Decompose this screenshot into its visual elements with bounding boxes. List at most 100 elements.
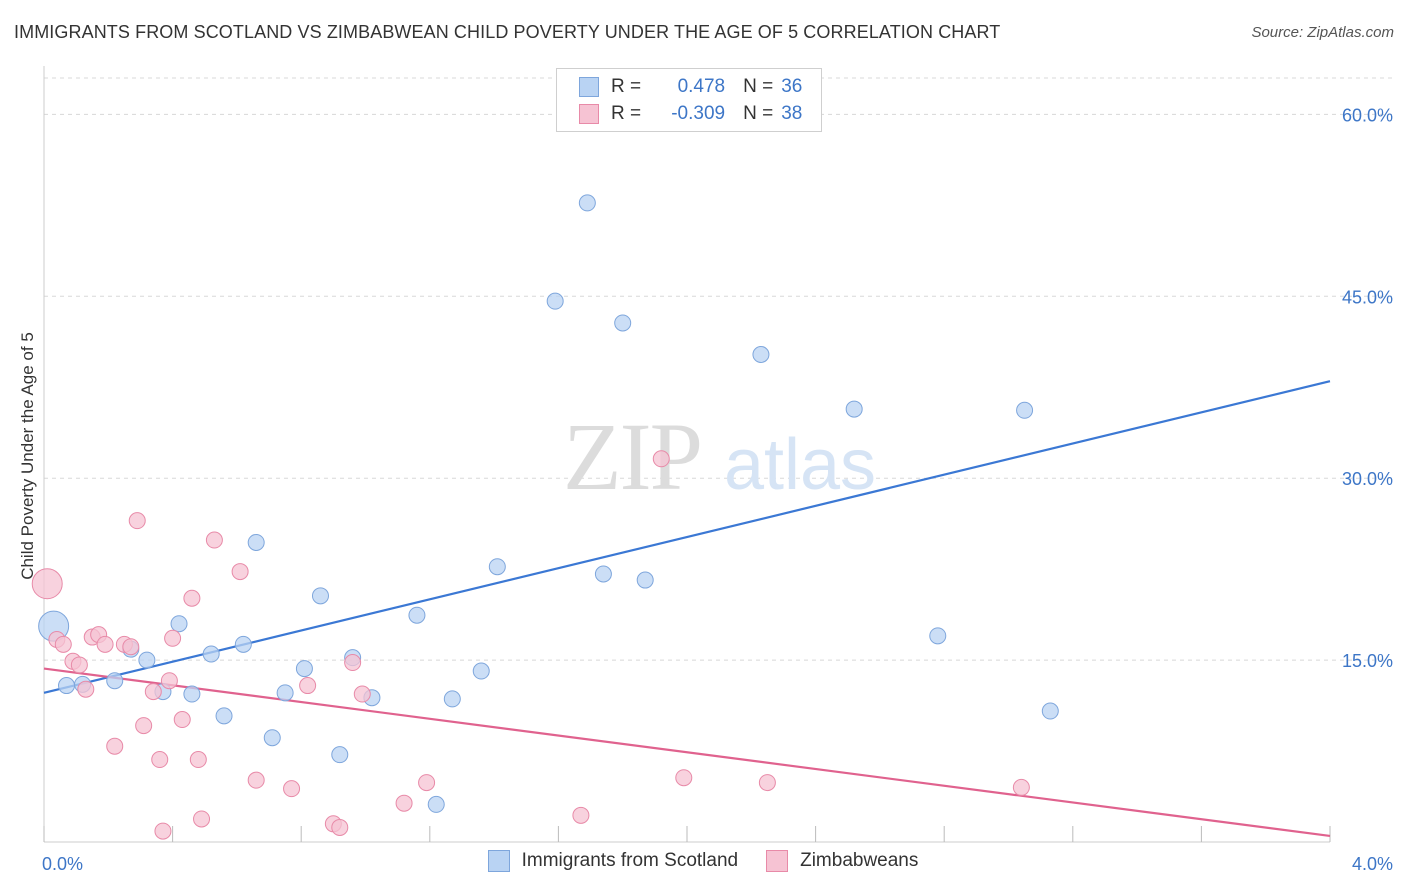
data-point-scotland	[488, 558, 506, 576]
data-point-scotland	[546, 292, 564, 310]
data-point-zimbabweans	[247, 771, 265, 789]
watermark: ZIP atlas	[563, 403, 876, 510]
data-point-scotland	[247, 533, 265, 551]
data-point-zimbabweans	[31, 568, 63, 600]
x-tick-label: 0.0%	[42, 854, 83, 874]
data-point-zimbabweans	[54, 635, 72, 653]
data-point-zimbabweans	[144, 683, 162, 701]
x-tick-label: 4.0%	[1352, 854, 1393, 874]
series-legend: Immigrants from Scotland Zimbabweans	[0, 850, 1406, 872]
data-point-zimbabweans	[758, 774, 776, 792]
data-point-zimbabweans	[122, 638, 140, 656]
data-point-zimbabweans	[283, 780, 301, 798]
data-point-zimbabweans	[675, 769, 693, 787]
data-point-scotland	[331, 746, 349, 764]
source-label: Source: ZipAtlas.com	[1251, 24, 1394, 41]
data-point-zimbabweans	[77, 680, 95, 698]
legend-label: Immigrants from Scotland	[521, 850, 739, 871]
data-point-scotland	[276, 684, 294, 702]
data-point-scotland	[311, 587, 329, 605]
data-point-scotland	[202, 645, 220, 663]
trend-line-zimbabweans	[43, 667, 1331, 838]
data-point-scotland	[594, 565, 612, 583]
r-value: -0.309	[671, 103, 726, 124]
data-point-zimbabweans	[135, 717, 153, 735]
data-point-scotland	[614, 314, 632, 332]
n-label: N =	[743, 103, 774, 124]
watermark-zip: ZIP	[563, 403, 701, 510]
n-label: N =	[743, 76, 774, 97]
chart-title: IMMIGRANTS FROM SCOTLAND VS ZIMBABWEAN C…	[14, 22, 1001, 42]
trend-lines	[43, 380, 1331, 838]
data-point-zimbabweans	[160, 672, 178, 690]
data-point-zimbabweans	[189, 751, 207, 769]
data-point-scotland	[1041, 702, 1059, 720]
r-label: R =	[611, 76, 642, 97]
data-point-zimbabweans	[344, 654, 362, 672]
data-point-zimbabweans	[331, 818, 349, 836]
data-point-scotland	[138, 651, 156, 669]
data-point-zimbabweans	[106, 737, 124, 755]
data-point-scotland	[752, 345, 770, 363]
data-point-zimbabweans	[395, 794, 413, 812]
data-point-scotland	[443, 690, 461, 708]
legend-swatch-pink	[579, 104, 599, 124]
legend-swatch-blue	[487, 850, 510, 872]
data-point-scotland	[636, 571, 654, 589]
r-value: 0.478	[677, 76, 726, 97]
legend-swatch-blue	[579, 77, 599, 97]
y-tick-label: 45.0%	[1342, 287, 1393, 307]
legend-row-zimbabweans: R = -0.309 N = 38	[579, 102, 802, 126]
data-point-scotland	[106, 672, 124, 690]
legend-item-scotland: Immigrants from Scotland	[487, 850, 739, 872]
correlation-legend: R = 0.478 N = 36 R = -0.309 N = 38	[556, 68, 822, 132]
data-point-scotland	[1016, 401, 1034, 419]
legend-label: Zimbabweans	[800, 850, 919, 871]
data-point-scotland	[234, 635, 252, 653]
n-value: 38	[781, 103, 803, 124]
data-point-scotland	[295, 660, 313, 678]
data-point-zimbabweans	[183, 589, 201, 607]
data-point-zimbabweans	[128, 512, 146, 530]
data-point-zimbabweans	[70, 656, 88, 674]
r-label: R =	[611, 103, 642, 124]
data-point-zimbabweans	[96, 635, 114, 653]
data-point-zimbabweans	[164, 629, 182, 647]
data-points	[31, 194, 1059, 840]
data-point-scotland	[170, 615, 188, 633]
data-point-zimbabweans	[418, 774, 436, 792]
watermark-atlas: atlas	[724, 425, 876, 505]
y-axis-label: Child Poverty Under the Age of 5	[18, 332, 37, 580]
trend-line-scotland	[43, 380, 1331, 694]
data-point-zimbabweans	[173, 711, 191, 729]
data-point-zimbabweans	[572, 806, 590, 824]
data-point-scotland	[215, 707, 233, 725]
x-tick-labels: 0.0% 4.0%	[42, 854, 1393, 874]
n-value: 36	[781, 76, 803, 97]
data-point-scotland	[578, 194, 596, 212]
data-point-scotland	[58, 677, 76, 695]
data-point-scotland	[427, 795, 445, 813]
data-point-scotland	[929, 627, 947, 645]
data-point-zimbabweans	[652, 450, 670, 468]
legend-item-zimbabweans: Zimbabweans	[766, 850, 918, 872]
data-point-scotland	[845, 400, 863, 418]
data-point-zimbabweans	[1012, 778, 1030, 796]
axes	[43, 66, 1331, 843]
data-point-scotland	[183, 685, 201, 703]
y-tick-label: 30.0%	[1342, 469, 1393, 489]
data-point-scotland	[472, 662, 490, 680]
y-tick-label: 60.0%	[1342, 105, 1393, 125]
data-point-zimbabweans	[151, 751, 169, 769]
legend-row-scotland: R = 0.478 N = 36	[579, 75, 802, 99]
data-point-zimbabweans	[353, 685, 371, 703]
legend-swatch-pink	[766, 850, 789, 872]
data-point-zimbabweans	[205, 531, 223, 549]
y-tick-label: 15.0%	[1342, 651, 1393, 671]
data-point-scotland	[263, 729, 281, 747]
data-point-zimbabweans	[193, 810, 211, 828]
data-point-zimbabweans	[154, 822, 172, 840]
y-tick-labels: 15.0% 30.0% 45.0% 60.0%	[1342, 105, 1393, 671]
data-point-zimbabweans	[231, 563, 249, 581]
